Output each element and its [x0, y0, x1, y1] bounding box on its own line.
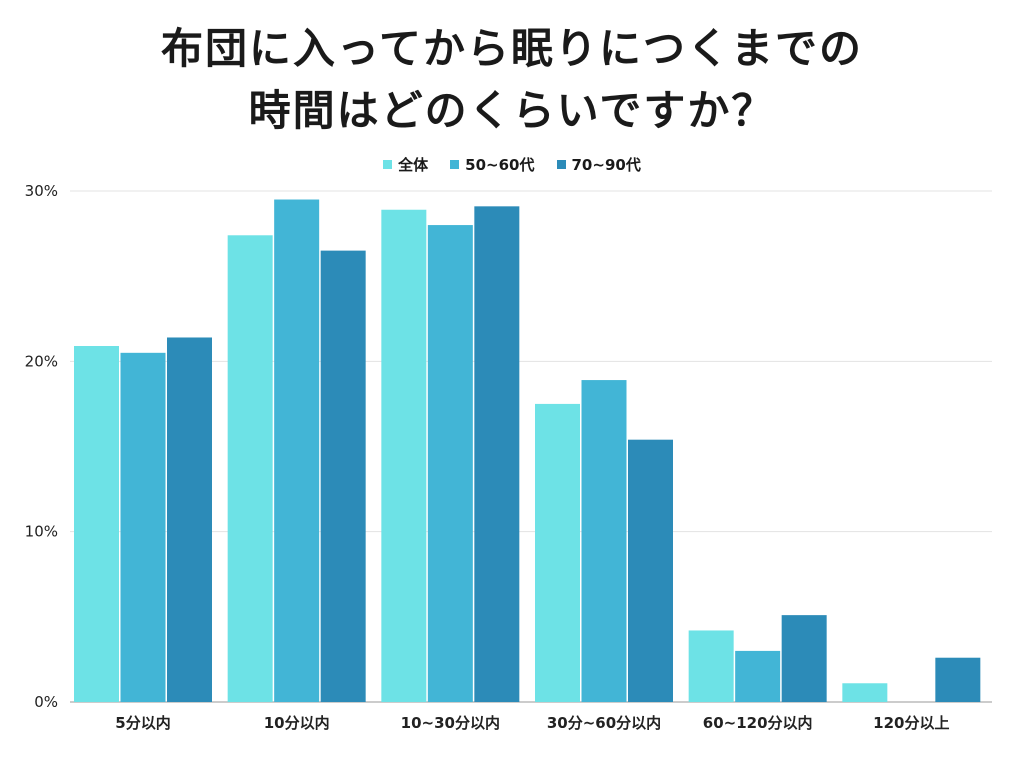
bar	[167, 337, 212, 702]
bar	[628, 439, 673, 702]
bar	[474, 206, 520, 702]
chart-title-line1: 布団に入ってから眠りにつくまでの	[161, 24, 863, 73]
legend-swatch-50-60	[450, 160, 460, 169]
bar	[274, 199, 320, 702]
legend-label-50-60: 50~60代	[465, 156, 535, 174]
x-tick-label: 10~30分以内	[401, 714, 500, 732]
x-tick-label: 120分以上	[873, 714, 949, 732]
bar	[227, 235, 273, 702]
chart-title: 布団に入ってから眠りにつくまでの 時間はどのくらいですか？	[0, 18, 1024, 142]
bar	[581, 380, 627, 702]
legend-item-70-90: 70~90代	[556, 154, 641, 175]
legend-swatch-70-90	[556, 160, 566, 169]
x-tick-label: 30分~60分以内	[547, 714, 661, 732]
x-tick-label: 5分以内	[115, 714, 170, 732]
legend-item-50-60: 50~60代	[450, 154, 535, 175]
bar	[735, 650, 781, 702]
x-tick-label: 60~120分以内	[703, 714, 813, 732]
legend-label-70-90: 70~90代	[571, 156, 641, 174]
bar	[688, 630, 734, 702]
bar	[535, 403, 580, 702]
bar	[320, 250, 366, 702]
chart-legend: 全体 50~60代 70~90代	[0, 154, 1024, 175]
bar	[842, 683, 888, 702]
y-tick-label: 20%	[25, 352, 58, 370]
x-tick-label: 10分以内	[264, 714, 330, 732]
y-tick-label: 0%	[34, 693, 58, 711]
legend-label-all: 全体	[398, 156, 429, 174]
chart-title-line2: 時間はどのくらいですか？	[248, 86, 776, 135]
bar	[935, 657, 981, 702]
y-tick-label: 10%	[25, 523, 58, 541]
bar	[381, 209, 427, 702]
bar	[74, 346, 119, 702]
legend-swatch-all	[383, 160, 393, 169]
legend-item-all: 全体	[383, 154, 428, 175]
bar	[781, 615, 827, 702]
bar	[427, 225, 473, 703]
y-tick-label: 30%	[25, 182, 58, 200]
bar	[120, 352, 166, 702]
